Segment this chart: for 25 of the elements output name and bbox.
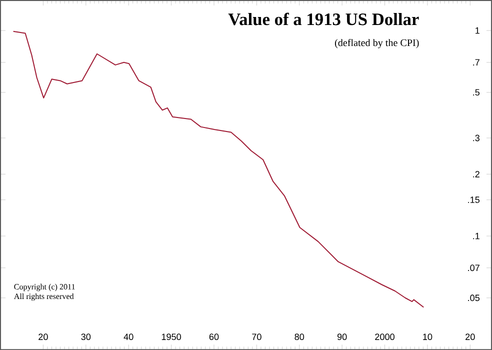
y-tick-label: .7 (473, 59, 480, 66)
x-tick-label: 10 (423, 334, 432, 340)
y-tick-label: 1 (476, 27, 480, 34)
x-tick-label: 20 (466, 334, 475, 340)
y-tick-label: .15 (468, 196, 480, 203)
y-tick-label: .1 (473, 232, 480, 240)
x-tick-label: 90 (337, 334, 347, 340)
text: (deflated by the CPI) (334, 38, 419, 48)
y-tick-label: .5 (473, 89, 480, 96)
text: Value of a 1913 US Dollar (228, 12, 419, 26)
annotation: Copyright (c) 2011 (14, 284, 75, 292)
x-tick-label: 1950 (162, 334, 182, 340)
y-tick-label: .2 (473, 170, 480, 178)
y-tick-label: .07 (468, 264, 480, 272)
y-tick-label: .05 (468, 294, 480, 302)
x-tick-label: 70 (252, 334, 262, 340)
x-tick-label: 80 (294, 334, 304, 340)
x-tick-label: 60 (209, 334, 219, 340)
x-tick-label: 40 (124, 334, 134, 340)
x-tick-label: 2000 (375, 334, 394, 340)
x-tick-label: 30 (81, 334, 91, 340)
y-tick-label: .3 (473, 134, 480, 142)
x-tick-label: 20 (38, 334, 48, 340)
line-series (12, 30, 424, 308)
annotation: All rights reserved (14, 293, 74, 301)
